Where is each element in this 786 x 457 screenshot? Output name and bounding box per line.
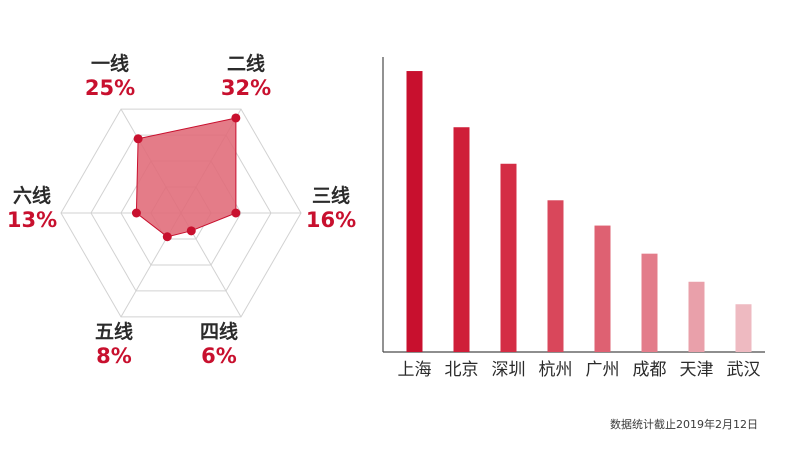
bar-category-labels: 上海 北京 深圳 杭州 广州 成都 天津 武汉 [398,360,761,380]
radar-category-label: 三线 [311,185,350,207]
radar-area [135,117,237,238]
bar [406,71,423,353]
bar [688,281,705,352]
radar-label: 四线 6% [174,321,264,368]
bar [453,127,470,352]
bar [735,304,752,352]
radar-value-label: 16% [305,207,357,232]
radar-value-label: 13% [6,207,58,232]
bar-category-label: 上海 [398,360,432,380]
bar-category-label: 天津 [680,360,714,380]
bar [641,253,658,352]
radar-category-label: 五线 [94,321,133,343]
radar-point [162,232,172,242]
radar-polygon [135,117,237,238]
radar-point [131,208,141,218]
radar-point [231,208,241,218]
radar-category-label: 二线 [226,53,265,75]
radar-category-label: 一线 [90,53,129,75]
radar-value-label: 25% [84,75,136,100]
bar-category-label: 深圳 [492,360,526,380]
footnote: 数据统计截止2019年2月12日 [610,418,758,431]
radar-value-label: 8% [96,343,132,368]
radar-point [186,226,196,236]
radar-label: 六线 13% [0,185,77,232]
bar-category-label: 广州 [586,360,620,380]
bar-category-label: 武汉 [727,360,761,380]
bar-category-label: 成都 [633,360,667,380]
radar-category-label: 四线 [199,321,238,343]
bar-category-label: 北京 [445,360,479,380]
radar-category-label: 六线 [12,185,51,207]
bars [406,71,752,353]
bar [594,225,611,352]
radar-label: 三线 16% [286,185,376,232]
radar-label: 五线 8% [69,321,159,368]
bar [500,163,517,352]
bar-category-label: 杭州 [539,360,573,380]
radar-value-label: 6% [201,343,237,368]
radar-value-label: 32% [220,75,272,100]
radar-point [231,113,241,123]
radar-label: 一线 25% [65,53,155,100]
radar-point [133,134,143,144]
bar-axes [382,57,765,353]
bar [547,200,564,352]
radar-label: 二线 32% [201,53,291,100]
radar-points [131,113,241,242]
